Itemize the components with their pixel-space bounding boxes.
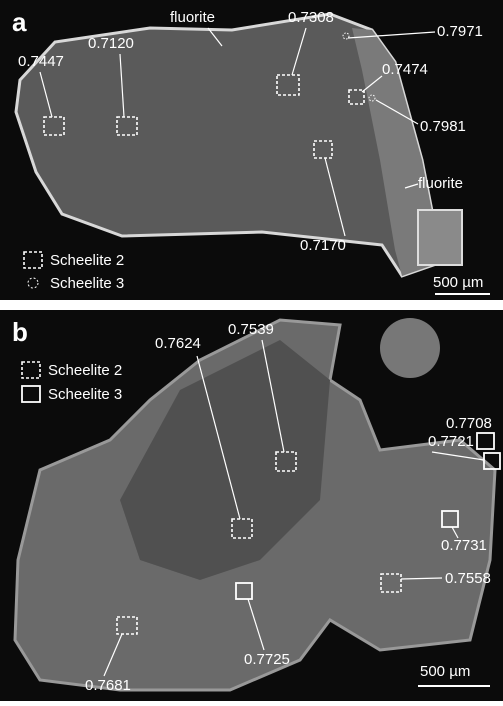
- panel-a: a fluorite fluorite 0.7447 0.7120 0.7308…: [0, 0, 503, 300]
- ratio-label: 0.7558: [445, 570, 491, 587]
- ratio-label: 0.7708: [446, 415, 492, 432]
- ratio-label: 0.7539: [228, 321, 274, 338]
- grain: [418, 210, 462, 265]
- scale-bar-label: 500 µm: [433, 274, 483, 291]
- ratio-label: 0.7981: [420, 118, 466, 135]
- ratio-label: 0.7721: [428, 433, 474, 450]
- figure: a fluorite fluorite 0.7447 0.7120 0.7308…: [0, 0, 503, 701]
- mineral-label: fluorite: [170, 9, 215, 26]
- legend-label: Scheelite 3: [50, 275, 124, 292]
- scale-bar-label: 500 µm: [420, 663, 470, 680]
- ratio-label: 0.7971: [437, 23, 483, 40]
- ratio-label: 0.7725: [244, 651, 290, 668]
- ratio-label: 0.7308: [288, 9, 334, 26]
- legend-label: Scheelite 3: [48, 386, 122, 403]
- ratio-label: 0.7624: [155, 335, 201, 352]
- panel-label: b: [12, 317, 28, 347]
- ratio-label: 0.7474: [382, 61, 428, 78]
- ratio-label: 0.7120: [88, 35, 134, 52]
- legend-label: Scheelite 2: [48, 362, 122, 379]
- ratio-label: 0.7170: [300, 237, 346, 254]
- grain: [380, 318, 440, 378]
- panel-label: a: [12, 7, 27, 37]
- ratio-label: 0.7447: [18, 53, 64, 70]
- mineral-label: fluorite: [418, 175, 463, 192]
- panel-b: b Scheelite 2 Scheelite 3 0.7539 0.7624 …: [0, 310, 503, 701]
- ratio-label: 0.7681: [85, 677, 131, 694]
- legend-label: Scheelite 2: [50, 252, 124, 269]
- ratio-label: 0.7731: [441, 537, 487, 554]
